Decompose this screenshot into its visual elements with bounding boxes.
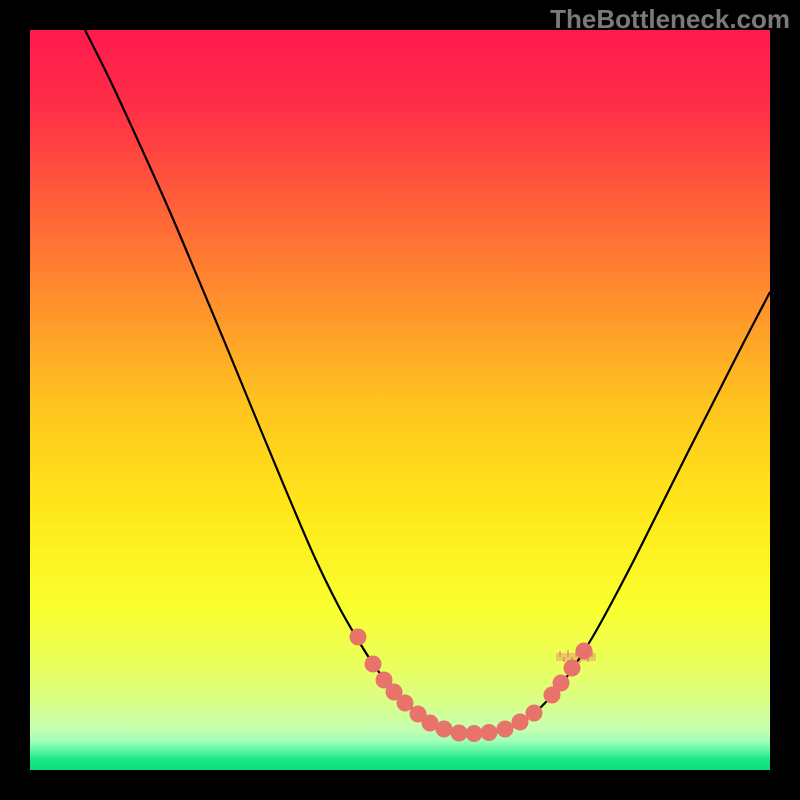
plot-background-gradient xyxy=(30,30,770,770)
frame-border xyxy=(0,770,800,800)
data-marker xyxy=(553,675,570,692)
data-marker xyxy=(526,705,543,722)
data-marker xyxy=(350,629,367,646)
data-marker xyxy=(397,695,414,712)
data-marker xyxy=(481,724,498,741)
watermark-text: TheBottleneck.com xyxy=(550,4,790,35)
data-marker xyxy=(497,721,514,738)
data-marker xyxy=(451,725,468,742)
frame-border xyxy=(0,0,30,800)
data-marker xyxy=(436,721,453,738)
data-marker xyxy=(564,660,581,677)
data-marker xyxy=(466,725,483,742)
bottleneck-chart xyxy=(0,0,800,800)
data-marker xyxy=(576,643,593,660)
data-marker xyxy=(512,714,529,731)
data-marker xyxy=(365,656,382,673)
frame-border xyxy=(770,0,800,800)
